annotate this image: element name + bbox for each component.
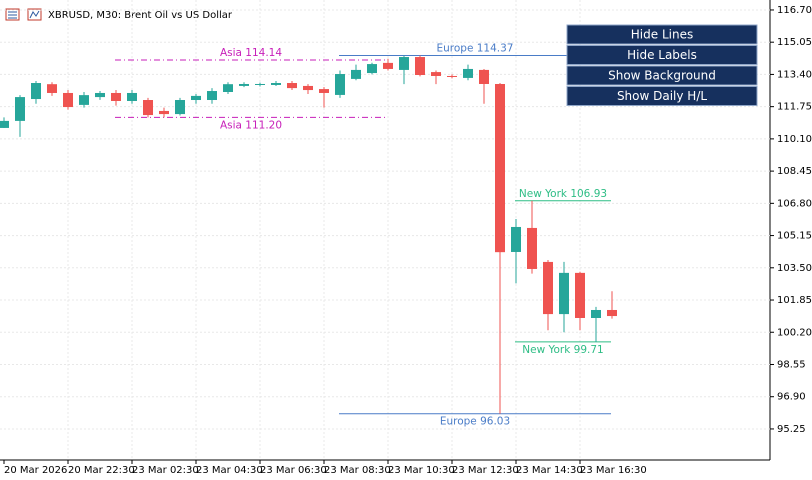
x-tick-label: 23 Mar 16:30	[580, 465, 647, 476]
candle-body	[175, 100, 185, 115]
button-label[interactable]: Show Daily H/L	[617, 89, 707, 103]
y-tick-label: 111.75	[777, 102, 812, 113]
y-tick-label: 110.10	[777, 134, 812, 145]
x-tick-label: 23 Mar 08:30	[324, 465, 391, 476]
candle-body	[239, 83, 249, 86]
x-tick-label: 20 Mar 2026	[4, 465, 67, 476]
button-label[interactable]: Hide Lines	[631, 28, 693, 42]
candle-body	[415, 57, 425, 76]
x-tick-label: 23 Mar 04:30	[196, 465, 263, 476]
candle-body	[431, 72, 441, 76]
y-tick-label: 116.70	[777, 5, 812, 16]
toggle-button[interactable]: Show Background	[566, 65, 758, 86]
session-level-label: Asia 111.20	[220, 119, 282, 131]
y-tick-label: 105.15	[777, 231, 812, 242]
candle-body	[495, 83, 505, 253]
candle-body	[127, 92, 137, 101]
x-tick-label: 23 Mar 02:30	[132, 465, 199, 476]
candle-body	[0, 120, 9, 128]
candle-body	[367, 64, 377, 74]
candle-body	[303, 85, 313, 91]
y-tick-label: 100.20	[777, 327, 812, 338]
candle-body	[559, 272, 569, 315]
candle-body	[63, 92, 73, 108]
candle-body	[47, 84, 57, 93]
candle-body	[591, 309, 601, 318]
candle-body	[79, 95, 89, 105]
candle-body	[463, 68, 473, 78]
candle-body	[255, 83, 265, 85]
x-tick-label: 23 Mar 06:30	[260, 465, 327, 476]
candle-body	[607, 309, 617, 317]
candle-body	[287, 83, 297, 89]
candle-body	[319, 89, 329, 93]
y-tick-label: 101.85	[777, 295, 812, 306]
candle-body	[159, 110, 169, 115]
button-box[interactable]	[566, 65, 758, 86]
x-tick-label: 20 Mar 22:30	[68, 465, 135, 476]
session-level-label: New York 106.93	[519, 188, 607, 200]
candle-body	[207, 91, 217, 101]
session-level-label: Europe 114.37	[436, 42, 513, 54]
candle-body	[191, 95, 201, 101]
y-tick-label: 108.45	[777, 166, 812, 177]
symbol-icon	[5, 8, 42, 21]
button-label[interactable]: Show Background	[608, 69, 716, 83]
candle-body	[383, 62, 393, 69]
candle-body	[31, 83, 41, 100]
candle-body	[527, 227, 537, 269]
candle-body	[543, 261, 553, 315]
chart-header: XBRUSD, M30: Brent Oil vs US Dollar	[48, 10, 233, 21]
y-tick-label: 98.55	[777, 359, 806, 370]
candle-body	[143, 100, 153, 116]
y-tick-label: 103.50	[777, 263, 812, 274]
y-tick-label: 95.25	[777, 424, 806, 435]
x-tick-label: 23 Mar 14:30	[516, 465, 583, 476]
candle-body	[111, 92, 121, 101]
candle-body	[511, 226, 521, 252]
candle-body	[479, 69, 489, 84]
button-box[interactable]	[566, 86, 758, 106]
y-tick-label: 96.90	[777, 392, 806, 403]
button-box[interactable]	[566, 45, 758, 65]
y-tick-label: 106.80	[777, 198, 812, 209]
session-level-label: New York 99.71	[522, 344, 603, 356]
candle-body	[335, 74, 345, 95]
button-box[interactable]	[566, 24, 758, 45]
button-label[interactable]: Hide Labels	[627, 48, 697, 62]
y-tick-label: 113.40	[777, 69, 812, 80]
session-level-label: Europe 96.03	[440, 416, 510, 428]
candle-body	[399, 57, 409, 70]
candle-body	[15, 97, 25, 121]
x-tick-label: 23 Mar 12:30	[452, 465, 519, 476]
y-tick-label: 115.05	[777, 37, 812, 48]
session-level-label: Asia 114.14	[220, 47, 282, 59]
toggle-button[interactable]: Hide Lines	[566, 24, 758, 45]
toggle-button[interactable]: Hide Labels	[566, 45, 758, 65]
candle-body	[95, 92, 105, 98]
candle-body	[575, 272, 585, 318]
candle-body	[351, 69, 361, 79]
candle-body	[223, 84, 233, 92]
candle-body	[271, 83, 281, 85]
toggle-button[interactable]: Show Daily H/L	[566, 86, 758, 106]
x-tick-label: 23 Mar 10:30	[388, 465, 455, 476]
candle-body	[447, 75, 457, 77]
